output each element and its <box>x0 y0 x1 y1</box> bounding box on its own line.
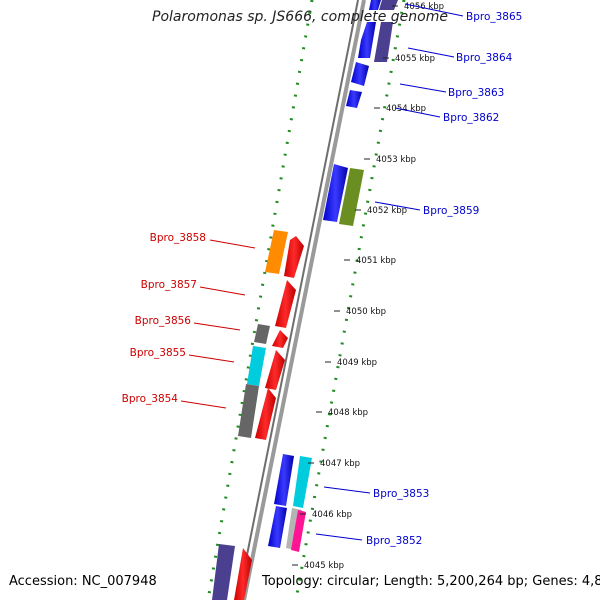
tick-label: 4056 kbp <box>404 2 444 12</box>
gene-leader-line <box>209 239 256 249</box>
gene-feature-3858b <box>284 236 304 278</box>
tick-label: 4052 kbp <box>367 206 407 216</box>
topology-text: Topology: circular; Length: 5,200,264 bp… <box>262 574 600 589</box>
gene-leader-line <box>315 533 363 541</box>
gene-feature-3852b <box>291 510 306 552</box>
gene-feature-bottom-b <box>234 548 252 600</box>
tick-label: 4048 kbp <box>328 408 368 418</box>
gene-feature-3862 <box>346 90 362 108</box>
gene-feature-3859a <box>323 164 348 222</box>
tick-label: 4051 kbp <box>356 256 396 266</box>
gene-leader-line <box>374 201 421 211</box>
gene-label-bpro_3863[interactable]: Bpro_3863 <box>448 87 504 99</box>
gene-leader-line <box>180 400 227 409</box>
accession-text: Accession: NC_007948 <box>9 574 157 589</box>
gene-feature-3853c <box>293 456 312 508</box>
gene-labels: Bpro_3865 Bpro_3864 Bpro_3863 Bpro_3862 Bpro… <box>122 3 522 547</box>
gene-feature-3855b <box>265 350 285 390</box>
gene-leader-line <box>407 47 455 58</box>
gene-leader-line <box>193 322 241 331</box>
gene-feature-3854a <box>238 384 259 438</box>
gene-label-bpro_3865[interactable]: Bpro_3865 <box>466 11 522 23</box>
gene-leader-line <box>404 3 464 17</box>
gene-label-bpro_3856[interactable]: Bpro_3856 <box>135 315 192 327</box>
gene-feature-3864b <box>374 22 393 62</box>
gene-feature-3853b <box>268 506 287 548</box>
tick-label: 4055 kbp <box>395 54 435 64</box>
tick-label: 4053 kbp <box>376 155 416 165</box>
backbone-line-outer <box>242 0 366 600</box>
gene-leader-line <box>399 83 447 93</box>
gene-feature-bottom-a <box>212 544 235 600</box>
gene-feature-3865b <box>379 0 398 10</box>
gene-blocks-right <box>268 0 398 552</box>
gene-label-bpro_3857[interactable]: Bpro_3857 <box>141 279 197 291</box>
tick-label: 4049 kbp <box>337 358 377 368</box>
genome-title: Polaromonas sp. JS666, complete genome <box>152 9 448 25</box>
gene-feature-3858a <box>265 230 288 274</box>
gene-label-bpro_3862[interactable]: Bpro_3862 <box>443 112 499 124</box>
tick-label: 4046 kbp <box>312 510 352 520</box>
gene-feature-3856a <box>254 324 270 344</box>
tick-label: 4045 kbp <box>304 561 344 571</box>
gene-feature-3857 <box>275 280 296 328</box>
gene-leader-line <box>199 286 246 296</box>
gene-feature-3854b <box>255 388 276 440</box>
gene-feature-3865a <box>369 0 381 10</box>
gene-feature-3863 <box>351 62 369 86</box>
gene-leader-line <box>394 107 441 118</box>
gene-label-bpro_3853[interactable]: Bpro_3853 <box>373 488 429 500</box>
gene-label-bpro_3854[interactable]: Bpro_3854 <box>122 393 179 405</box>
backbone-line-inner <box>237 0 359 600</box>
gene-feature-3855a <box>247 346 266 386</box>
gene-label-bpro_3864[interactable]: Bpro_3864 <box>456 52 513 64</box>
tick-label: 4050 kbp <box>346 307 386 317</box>
gene-feature-3864a <box>358 22 376 58</box>
gene-label-bpro_3858[interactable]: Bpro_3858 <box>150 232 206 244</box>
gene-leader-line <box>188 354 235 363</box>
gene-label-bpro_3859[interactable]: Bpro_3859 <box>423 205 479 217</box>
kbp-ticks: 4056 kbp 4055 kbp 4054 kbp 4053 kbp 4052 kbp… <box>292 2 444 571</box>
gene-feature-3853a <box>274 454 294 506</box>
gene-blocks-left <box>212 230 304 600</box>
gene-leader-line <box>323 486 371 494</box>
gene-feature-3856b <box>272 330 288 348</box>
tick-label: 4054 kbp <box>386 104 426 114</box>
gene-label-bpro_3852[interactable]: Bpro_3852 <box>366 535 422 547</box>
gene-label-bpro_3855[interactable]: Bpro_3855 <box>130 347 186 359</box>
tick-label: 4047 kbp <box>320 459 360 469</box>
gene-feature-3859b <box>339 168 364 226</box>
